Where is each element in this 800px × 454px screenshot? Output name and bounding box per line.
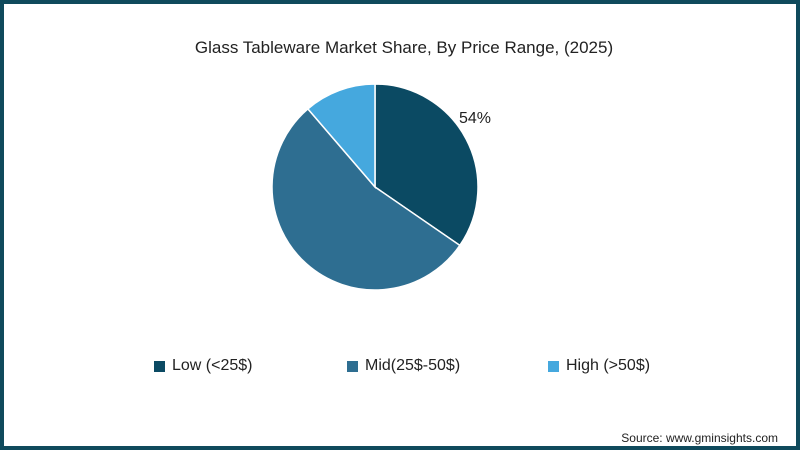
pie-slice-mid	[271, 107, 461, 291]
legend: Low (<25$) Mid(25$-50$) High (>50$)	[4, 357, 800, 377]
legend-label-high: High (>50$)	[566, 357, 651, 374]
legend-swatch-mid	[347, 360, 358, 372]
pie-slice-high	[306, 83, 376, 190]
pie-slice-low	[374, 83, 479, 247]
legend-item-low: Low (<25$)	[154, 357, 253, 375]
pie-data-label: 54%	[459, 110, 492, 127]
legend-swatch-low	[154, 360, 165, 372]
legend-label-low: Low (<25$)	[172, 357, 253, 374]
pie-chart	[271, 83, 479, 291]
legend-item-mid: Mid(25$-50$)	[347, 357, 460, 375]
legend-item-high: High (>50$)	[548, 357, 650, 375]
legend-swatch-high	[548, 360, 559, 372]
source-note: Source: www.gminsights.com	[621, 431, 778, 445]
legend-label-mid: Mid(25$-50$)	[365, 357, 461, 374]
chart-title: Glass Tableware Market Share, By Price R…	[194, 38, 614, 57]
